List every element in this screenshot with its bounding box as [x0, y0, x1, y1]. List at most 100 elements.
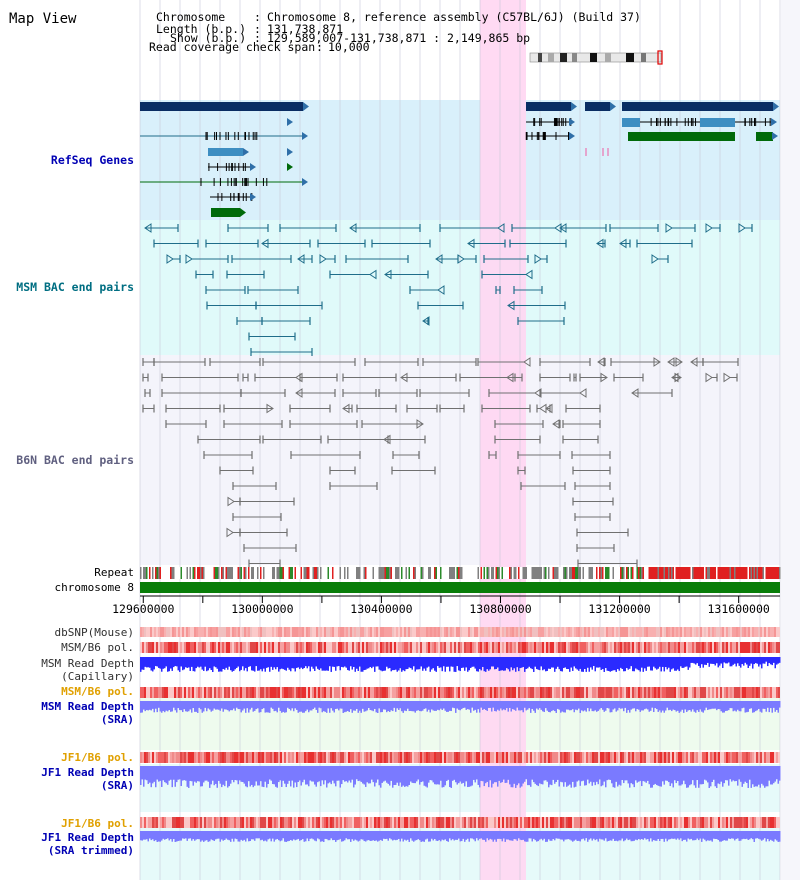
depth-bar	[776, 657, 778, 665]
track-label-refseq[interactable]: RefSeq Genes	[51, 153, 134, 167]
msm-bac-end-pairs-track[interactable]	[144, 223, 753, 356]
repeat-block	[653, 567, 655, 579]
depth-bar	[227, 766, 229, 788]
ideogram-band	[626, 53, 634, 62]
heat-cell	[574, 627, 576, 637]
track-label-msm-depth-capillary[interactable]: MSM Read Depth	[41, 657, 134, 670]
heat-cell	[190, 627, 192, 637]
depth-bar	[630, 766, 632, 784]
depth-bar	[366, 657, 368, 669]
depth-bar	[332, 701, 334, 711]
heat-cell	[648, 752, 650, 763]
depth-bar	[549, 657, 551, 669]
depth-bar	[750, 831, 752, 839]
gene-exon[interactable]	[700, 118, 735, 127]
track-label-msm-b6-pol[interactable]: MSM/B6 pol.	[61, 641, 134, 654]
heat-cell	[286, 642, 288, 653]
depth-bar	[438, 831, 440, 841]
track-label-msm-b6-pol-sra[interactable]: MSM/B6 pol.	[61, 685, 134, 698]
gene-exon[interactable]	[211, 208, 240, 217]
heat-cell	[244, 687, 246, 698]
heat-cell	[740, 752, 742, 763]
repeat-block	[695, 567, 697, 579]
track-label-msm-depth-sra[interactable]: MSM Read Depth	[41, 700, 134, 713]
heat-cell	[624, 752, 626, 763]
depth-bar	[690, 657, 692, 663]
track-label-dbsnp[interactable]: dbSNP(Mouse)	[55, 626, 134, 639]
heat-cell	[508, 752, 510, 763]
heat-cell	[558, 687, 560, 698]
depth-bar	[176, 766, 178, 783]
track-label-jf1-depth-sra[interactable]: JF1 Read Depth	[41, 766, 134, 779]
heat-cell	[330, 642, 332, 653]
depth-bar	[728, 657, 730, 663]
repeat-block	[639, 567, 641, 579]
depth-bar	[456, 701, 458, 709]
repeat-block	[713, 567, 715, 579]
gene-exon[interactable]	[140, 102, 303, 111]
depth-bar	[642, 831, 644, 840]
depth-bar	[392, 657, 394, 671]
heat-cell	[716, 752, 718, 763]
depth-bar	[702, 831, 704, 839]
heat-cell	[718, 627, 720, 637]
depth-bar	[254, 701, 256, 711]
heat-cell	[326, 817, 328, 828]
heat-cell	[236, 642, 238, 653]
heat-cell	[634, 627, 636, 637]
depth-bar	[741, 831, 743, 840]
gene-exon[interactable]	[628, 132, 735, 141]
chromosome-ideogram[interactable]	[529, 50, 663, 65]
gene-exon[interactable]	[622, 118, 640, 127]
heat-cell	[178, 752, 180, 763]
track-label-jf1-depth-trimmed[interactable]: JF1 Read Depth	[41, 831, 134, 844]
depth-bar	[638, 831, 640, 840]
depth-bar	[293, 701, 295, 712]
b6n-bac-end-pairs-track[interactable]	[142, 357, 739, 568]
depth-bar	[263, 766, 265, 788]
gene-exon[interactable]	[208, 148, 243, 156]
heat-cell	[308, 687, 310, 698]
depth-bar	[761, 831, 763, 841]
depth-bar	[170, 657, 172, 669]
heat-cell	[312, 627, 314, 637]
refseq-genes-track[interactable]	[140, 102, 779, 217]
depth-bar	[635, 657, 637, 669]
heat-cell	[442, 752, 444, 763]
track-label-jf1-b6-pol[interactable]: JF1/B6 pol.	[61, 751, 134, 764]
depth-bar	[687, 701, 689, 711]
gene-exon[interactable]	[622, 102, 773, 111]
heat-cell	[568, 642, 570, 653]
depth-bar	[483, 766, 485, 787]
repeat-block	[303, 567, 305, 579]
heat-cell	[504, 752, 506, 763]
depth-bar	[212, 657, 214, 672]
heat-cell	[688, 817, 690, 828]
depth-bar	[744, 766, 746, 782]
heat-cell	[274, 687, 276, 698]
end-arrow	[467, 238, 475, 249]
track-label-jf1-b6-pol-2[interactable]: JF1/B6 pol.	[61, 817, 134, 830]
heat-cell	[582, 817, 584, 828]
depth-bar	[240, 701, 242, 713]
heat-cell	[502, 752, 504, 763]
depth-bar	[612, 831, 614, 839]
heat-cell	[396, 752, 398, 763]
track-label-b6n-bac[interactable]: B6N BAC end pairs	[16, 453, 134, 467]
gene-exon[interactable]	[756, 132, 773, 141]
depth-bar	[569, 701, 571, 711]
depth-bar	[452, 701, 454, 708]
depth-bar	[524, 831, 526, 842]
depth-bar	[765, 766, 767, 787]
gene-exon[interactable]	[585, 102, 610, 111]
track-label-msm-bac[interactable]: MSM BAC end pairs	[16, 280, 134, 294]
gene-exon[interactable]	[526, 102, 571, 111]
depth-bar	[191, 701, 193, 713]
heat-cell	[544, 642, 546, 653]
depth-bar	[555, 831, 557, 839]
heat-cell	[236, 627, 238, 637]
heat-cell	[486, 752, 488, 763]
depth-bar	[681, 701, 683, 710]
repeat-block	[359, 567, 361, 579]
depth-bar	[428, 831, 430, 842]
